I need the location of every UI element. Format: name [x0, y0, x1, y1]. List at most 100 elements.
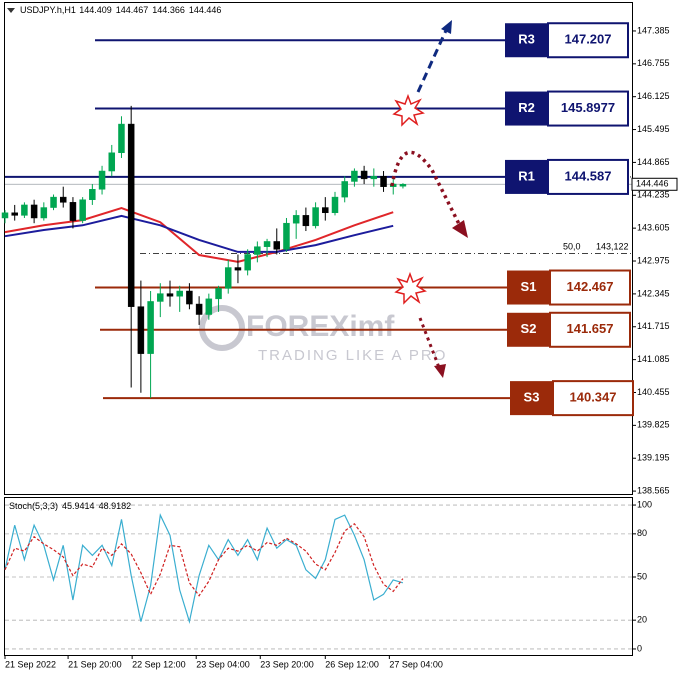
menu-triangle [7, 8, 15, 13]
candle-body [341, 181, 348, 198]
level-value: 145.8977 [561, 100, 615, 115]
price-frame [4, 2, 633, 495]
arrow-head [434, 364, 446, 378]
price-tag-label: 144.446 [636, 179, 669, 189]
candle-body [360, 170, 368, 180]
y-tick-label: 50 [637, 571, 647, 581]
price-tag [631, 177, 678, 191]
level-value-box [547, 22, 629, 59]
level-value: 142.467 [567, 279, 614, 294]
candle-body [370, 175, 378, 180]
level-name: S2 [521, 321, 537, 336]
level-value-box [549, 311, 631, 348]
x-tick-label: 23 Sep 20:00 [260, 659, 314, 669]
candle-body [166, 293, 174, 297]
moving-average [4, 207, 394, 263]
candle-body [79, 199, 86, 221]
breakout-star [394, 271, 427, 305]
level-name: S1 [521, 279, 537, 294]
level-name-box [505, 91, 548, 126]
plot-layer: 147.385 146.755 146.125 145.495 144.865 144.2… [1, 25, 670, 669]
level-name-box [505, 159, 548, 194]
candle-body [273, 241, 281, 250]
candle-body [322, 207, 329, 214]
label-layer: USDJPY.h,H1 144.409 144.467 144.366 144.446 R… [7, 5, 678, 511]
indicator-value: 45.9414 [62, 501, 95, 511]
symbol: USDJPY.h,H1 [20, 5, 76, 15]
y-tick-label: 145.495 [637, 124, 670, 134]
y-tick-label: 138.565 [637, 485, 670, 495]
level-value: 144.587 [565, 168, 612, 183]
moving-average [4, 214, 394, 253]
level-name: R2 [518, 100, 535, 115]
watermark-logo [199, 305, 245, 351]
y-tick-label: 100 [637, 499, 652, 509]
chart-header: USDJPY.h,H1 144.409 144.467 144.366 144.446 [20, 5, 221, 15]
y-tick-label: 142.345 [637, 288, 670, 298]
ohlc-value: 144.409 [79, 5, 112, 15]
candle-body [312, 207, 319, 227]
candle-body [283, 222, 290, 250]
level-value-box [549, 269, 631, 306]
y-tick-label: 144.235 [637, 190, 670, 200]
x-tick-label: 23 Sep 04:00 [196, 659, 250, 669]
y-tick-label: 141.715 [637, 321, 670, 331]
candle-body [89, 189, 96, 200]
candle-body [69, 202, 77, 221]
candle-body [1, 212, 9, 219]
candle-body [127, 123, 135, 307]
indicator-name: Stoch(5,3,3) [9, 501, 58, 511]
candle-body [195, 303, 203, 315]
candle-body [118, 123, 125, 154]
candle-body [263, 241, 271, 247]
y-tick-label: 144.865 [637, 157, 670, 167]
candle-body [292, 215, 300, 224]
level-name: R1 [518, 168, 535, 183]
watermark-brand: FOREXimf [246, 310, 395, 343]
x-tick-label: 21 Sep 20:00 [68, 659, 122, 669]
candle-body [205, 298, 213, 315]
level-name-box [510, 381, 553, 416]
fib-price: 143,122 [596, 242, 629, 252]
candle-body [351, 170, 358, 182]
candle-body [50, 196, 57, 208]
ohlc-value: 144.366 [152, 5, 185, 15]
candle-body [176, 290, 183, 297]
level-value-box [552, 380, 634, 417]
x-tick-label: 22 Sep 12:00 [132, 659, 186, 669]
candle-body [137, 306, 145, 354]
x-tick-label: 21 Sep 2022 [5, 659, 56, 669]
stoch-frame [4, 497, 633, 656]
candle-body [399, 184, 407, 187]
stoch-line [4, 513, 404, 624]
arrow-head [452, 220, 468, 238]
arrow-head [441, 20, 452, 34]
y-tick-label: 20 [637, 615, 647, 625]
y-tick-label: 143.605 [637, 223, 670, 233]
x-tick-label: 27 Sep 04:00 [389, 659, 443, 669]
level-name-box [507, 312, 550, 347]
candle-body [254, 246, 261, 255]
watermark: FOREXimf TRADING LIKE A PRO [199, 305, 445, 364]
candle-body [59, 196, 67, 203]
level-value: 140.347 [570, 390, 617, 405]
y-tick-label: 139.195 [637, 453, 670, 463]
candle-body [244, 254, 251, 271]
y-tick-label: 140.455 [637, 387, 670, 397]
level-name: S3 [524, 390, 540, 405]
candle-body [186, 290, 193, 305]
candle-body [30, 204, 38, 219]
breakout-star [392, 93, 425, 127]
level-value-box [547, 90, 629, 127]
level-name-box [507, 270, 550, 305]
arrow-down [418, 317, 442, 371]
y-tick-label: 80 [637, 528, 647, 538]
candle-body [234, 267, 242, 271]
candle-body [147, 301, 154, 354]
ohlc-value: 144.446 [189, 5, 222, 15]
y-tick-label: 139.825 [637, 420, 670, 430]
y-tick-label: 142.975 [637, 255, 670, 265]
level-name-box [505, 23, 548, 58]
y-tick-label: 147.385 [637, 25, 670, 35]
